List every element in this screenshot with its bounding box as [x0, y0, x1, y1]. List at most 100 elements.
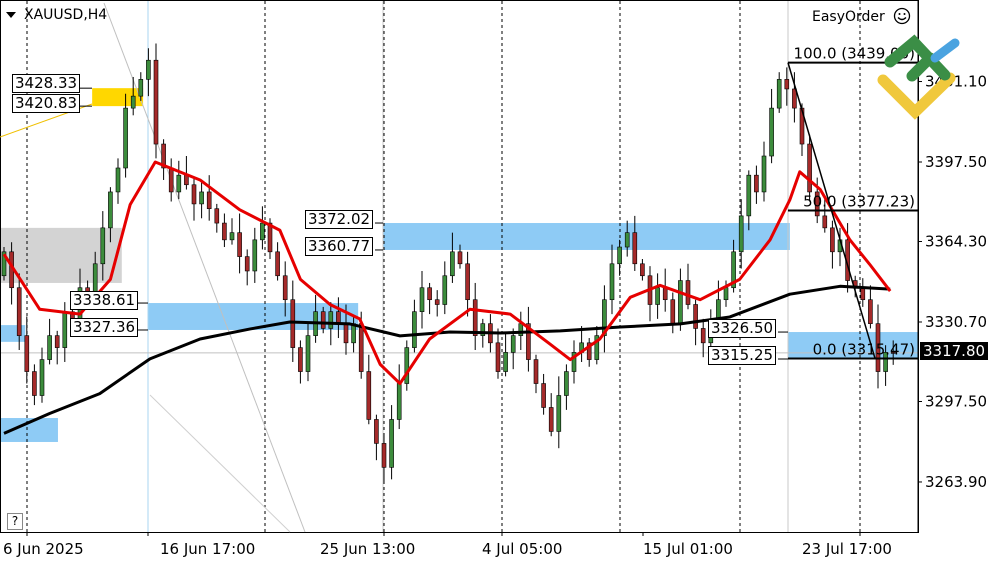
- candle-body: [868, 299, 873, 324]
- candle: [374, 414, 379, 461]
- candle: [252, 227, 258, 283]
- candle: [108, 187, 113, 243]
- candle: [275, 242, 280, 281]
- candle: [738, 199, 744, 269]
- help-button[interactable]: ?: [7, 513, 23, 530]
- y-tick-label: 3297.50: [925, 393, 987, 411]
- candle: [761, 141, 767, 202]
- candle-body: [358, 323, 364, 372]
- candle-body: [343, 323, 349, 344]
- candle-body: [655, 287, 660, 305]
- candle-body: [427, 287, 432, 301]
- candle-body: [328, 311, 334, 329]
- x-tick-label: 15 Jul 01:00: [643, 540, 733, 558]
- candle: [427, 282, 432, 315]
- candle-body: [54, 335, 60, 348]
- candle: [792, 72, 797, 123]
- candle: [206, 175, 212, 221]
- candle-body: [662, 287, 668, 301]
- candle-body: [632, 232, 638, 265]
- candle: [746, 170, 752, 231]
- candle: [214, 203, 220, 233]
- zone-label-blue3-bottom: 3315.25: [708, 346, 777, 365]
- candle-body: [738, 215, 744, 253]
- candle-body: [472, 299, 478, 336]
- candle-body: [792, 88, 797, 109]
- candle-body: [146, 59, 151, 80]
- candle-body: [814, 191, 820, 217]
- brand-logo: [877, 34, 960, 120]
- candle-body: [442, 275, 448, 305]
- easyorder-label: EasyOrder: [812, 9, 885, 25]
- candle: [883, 345, 888, 386]
- candle: [123, 93, 128, 178]
- zone-label-yellow-bottom: 3420.83: [12, 94, 81, 113]
- candle-body: [176, 174, 182, 193]
- logo-yellow: [877, 72, 956, 120]
- candle: [146, 48, 151, 97]
- candle-body: [450, 251, 455, 277]
- candle-body: [237, 232, 242, 257]
- easyorder-button[interactable]: EasyOrder: [812, 7, 911, 25]
- candle-body: [617, 246, 622, 265]
- candle: [47, 318, 52, 365]
- candle-body: [389, 419, 394, 468]
- candle: [381, 433, 387, 482]
- zone-label-blue2-bottom: 3360.77: [305, 237, 374, 256]
- candle: [769, 88, 774, 164]
- candle-body: [222, 222, 227, 241]
- zone-blue: [148, 303, 359, 330]
- y-tick-label: 3263.90: [925, 473, 987, 491]
- zone-yellow: [92, 88, 144, 107]
- candle-body: [556, 395, 562, 432]
- candle: [548, 393, 554, 437]
- candle-body: [130, 95, 136, 109]
- candle: [260, 206, 265, 250]
- candle: [16, 273, 22, 351]
- candle: [161, 139, 166, 180]
- fib-label: 100.0 (3439.00): [794, 45, 915, 63]
- candle: [412, 299, 417, 353]
- candle-body: [495, 342, 501, 372]
- dropdown-triangle-icon[interactable]: [6, 12, 16, 18]
- candle: [450, 232, 455, 283]
- candle-body: [282, 275, 288, 301]
- candle: [176, 160, 182, 200]
- candle: [640, 258, 645, 281]
- candle: [602, 285, 607, 353]
- candle: [282, 261, 288, 317]
- candle: [39, 347, 45, 403]
- candle-body: [609, 263, 615, 301]
- candle-body: [260, 222, 265, 241]
- zone-label-blue2-top: 3372.02: [305, 210, 374, 229]
- candle: [830, 220, 835, 269]
- candle-body: [62, 311, 68, 348]
- symbol-title[interactable]: XAUUSD,H4: [6, 7, 107, 23]
- candle-body: [875, 323, 881, 372]
- candle-body: [465, 263, 470, 301]
- candle-body: [214, 208, 220, 224]
- candle-body: [320, 311, 326, 329]
- zone-label-blue1-bottom: 3327.36: [70, 318, 139, 337]
- candle: [784, 67, 790, 106]
- x-tick-label: 23 Jul 17:00: [802, 540, 892, 558]
- candle-body: [275, 251, 280, 277]
- candle-body: [890, 352, 896, 354]
- candle: [609, 244, 615, 315]
- candle-body: [32, 371, 37, 396]
- candle: [533, 354, 539, 394]
- candle-body: [108, 191, 113, 229]
- candle: [1, 247, 7, 281]
- smiley-icon: [894, 7, 911, 25]
- y-tick-label: 3397.50: [925, 153, 987, 171]
- candle-body: [396, 383, 402, 420]
- candle: [875, 304, 881, 389]
- candle-body: [761, 155, 767, 193]
- candle-body: [290, 299, 296, 348]
- candle: [457, 244, 463, 269]
- candle-body: [47, 335, 52, 360]
- candle-body: [1, 251, 7, 277]
- candle: [389, 405, 394, 480]
- trend-line-gray: [103, 2, 306, 533]
